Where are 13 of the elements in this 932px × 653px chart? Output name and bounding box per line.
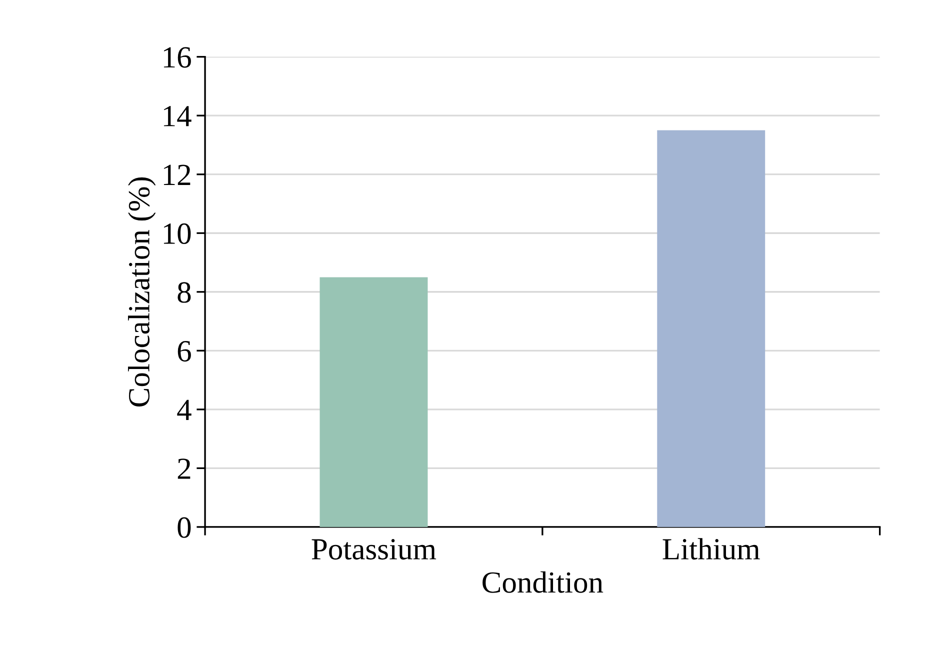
x-axis-title: Condition — [482, 571, 604, 593]
x-tick-label: Lithium — [662, 538, 760, 560]
y-tick-label: 2 — [178, 458, 190, 479]
y-tick-label: 6 — [178, 341, 191, 362]
y-tick-label: 16 — [164, 47, 191, 68]
x-tick-label: Potassium — [312, 539, 436, 560]
y-tick-label: 8 — [178, 282, 191, 303]
y-tick-label: 14 — [164, 106, 192, 126]
y-tick-label: 10 — [164, 223, 191, 244]
y-axis-title: Colocalization (%) — [128, 177, 156, 406]
y-tick-label: 4 — [177, 400, 192, 420]
y-tick-label: 0 — [178, 517, 191, 538]
y-tick-label: 12 — [164, 164, 190, 185]
